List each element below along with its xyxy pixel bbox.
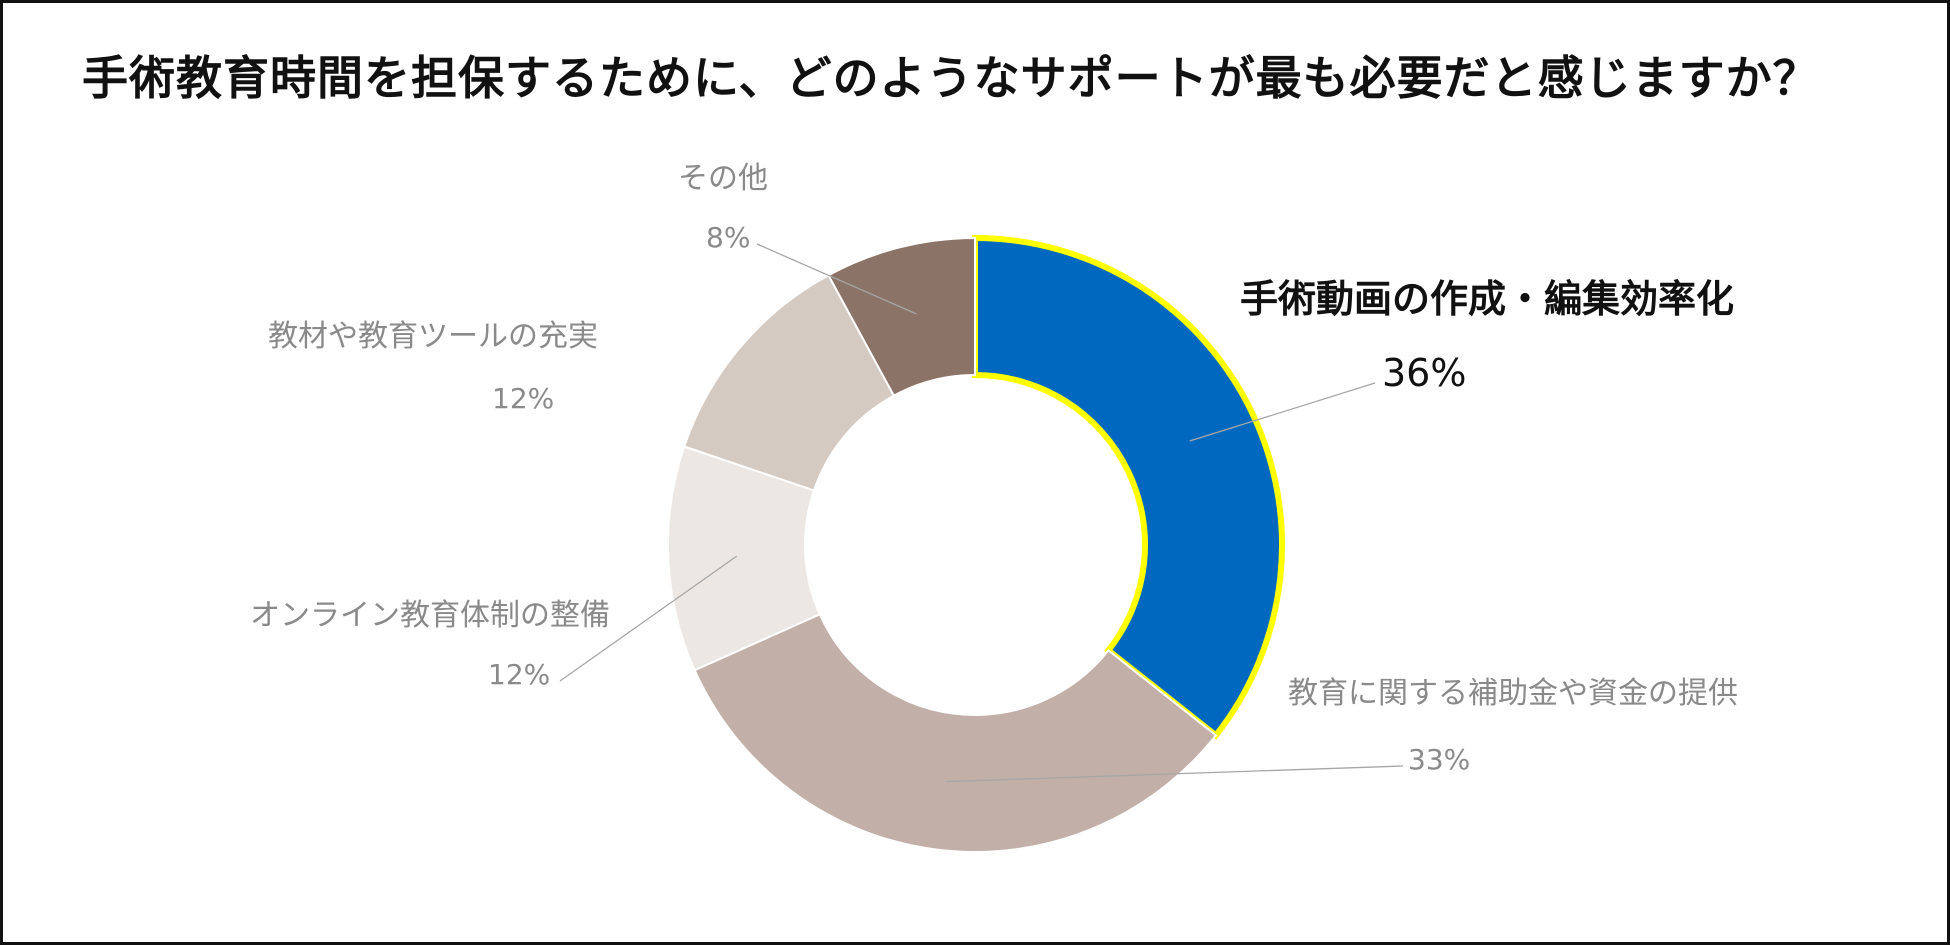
category-label-online-education: オンライン教育体制の整備 — [250, 598, 610, 633]
value-label-video-editing: 36% — [1382, 351, 1466, 395]
category-label-funding: 教育に関する補助金や資金の提供 — [1288, 676, 1738, 711]
value-label-teaching-tools: 12% — [492, 382, 554, 415]
leader-line-other — [756, 243, 917, 315]
leader-line-online-education — [559, 555, 738, 682]
donut-slice-other — [827, 236, 976, 397]
category-label-other: その他 — [678, 161, 768, 196]
chart-title: 手術教育時間を担保するために、どのようなサポートが最も必要だと感じますか？ — [82, 51, 1820, 105]
category-label-teaching-tools: 教材や教育ツールの充実 — [268, 319, 598, 354]
leader-line-funding — [945, 765, 1404, 783]
value-label-online-education: 12% — [488, 658, 550, 691]
value-label-funding: 33% — [1408, 743, 1470, 776]
category-label-video-editing: 手術動画の作成・編集効率化 — [1240, 277, 1734, 321]
donut-slice-funding — [693, 612, 1218, 853]
leader-line-video-editing — [1189, 382, 1376, 442]
value-label-other: 8% — [706, 221, 750, 254]
donut-slice-video-editing — [972, 234, 1285, 740]
